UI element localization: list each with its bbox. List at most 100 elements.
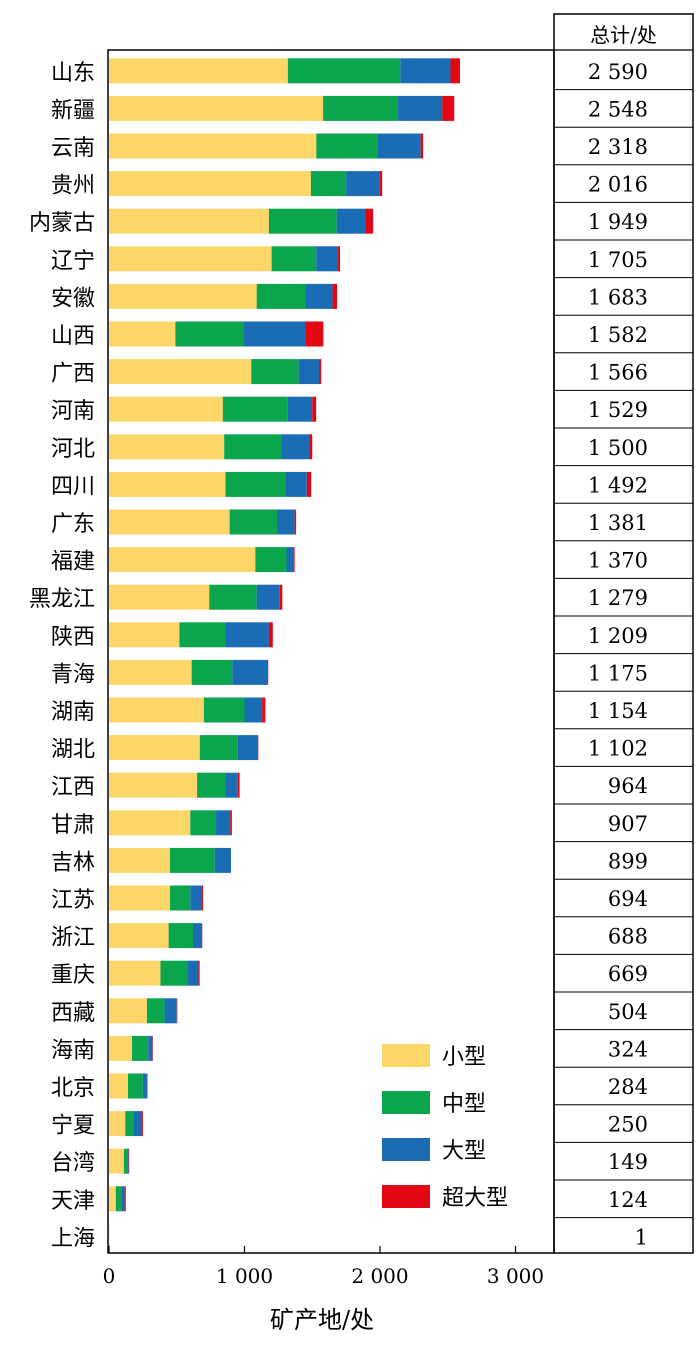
bar-segment-1 [109, 1074, 128, 1099]
bar-segment-3 [226, 773, 238, 798]
category-label: 青海 [51, 662, 95, 687]
bar-segment-1 [109, 434, 224, 459]
x-tick-label: 2 000 [351, 1264, 408, 1288]
bar-segment-2 [226, 472, 286, 497]
bar-segment-3 [188, 961, 199, 986]
bar-segment-4 [307, 472, 311, 497]
x-tick-label: 3 000 [487, 1264, 544, 1288]
bar-segment-4 [262, 698, 265, 723]
category-label: 广东 [51, 512, 95, 537]
category-label: 河南 [51, 399, 95, 424]
category-label: 江苏 [51, 888, 95, 913]
bar-segment-2 [255, 547, 286, 572]
bar-segment-4 [152, 1036, 153, 1061]
bar-segment-4 [177, 998, 178, 1023]
bar-segment-4 [238, 773, 240, 798]
bar-segment-1 [109, 622, 179, 647]
bar-segment-2 [272, 246, 317, 271]
bar-segment-3 [316, 246, 338, 271]
bar-segment-1 [109, 1036, 132, 1061]
bar-segment-4 [421, 134, 423, 159]
bar-segment-1 [109, 585, 209, 610]
totals-value: 2 590 [588, 60, 648, 84]
bar-segment-2 [170, 848, 215, 873]
category-label: 辽宁 [51, 249, 95, 274]
category-label: 上海 [51, 1226, 95, 1251]
category-label: 黑龙江 [29, 587, 95, 612]
category-label: 西藏 [51, 1001, 95, 1026]
bar-segment-4 [450, 58, 459, 83]
bar-segment-2 [125, 1111, 133, 1136]
bar-segment-4 [268, 660, 269, 685]
bar-segment-2 [316, 134, 377, 159]
bar-segment-4 [379, 171, 382, 196]
category-label: 福建 [51, 550, 95, 575]
bar-segment-4 [201, 923, 202, 948]
category-label: 四川 [51, 474, 95, 499]
bar-segment-2 [128, 1074, 143, 1099]
totals-value: 1 683 [588, 285, 648, 309]
bar-segment-1 [109, 810, 190, 835]
bar-segment-3 [193, 923, 201, 948]
totals-value: 2 016 [588, 173, 648, 197]
totals-value: 504 [608, 1000, 648, 1024]
bar-segment-2 [311, 171, 346, 196]
bar-segment-4 [294, 547, 295, 572]
category-label: 台湾 [51, 1151, 95, 1176]
totals-value: 324 [608, 1037, 648, 1061]
totals-value: 284 [608, 1075, 648, 1099]
category-label: 江西 [51, 775, 95, 800]
totals-value: 1 279 [588, 586, 648, 610]
totals-value: 1 102 [588, 737, 648, 761]
category-label: 安徽 [51, 286, 95, 311]
bar-segment-3 [377, 134, 420, 159]
bar-segment-1 [109, 510, 230, 535]
totals-value: 1 582 [588, 323, 648, 347]
bar-segment-1 [109, 1111, 125, 1136]
category-label: 新疆 [51, 98, 95, 123]
category-label: 重庆 [51, 963, 95, 988]
bar-segment-1 [109, 923, 169, 948]
category-label: 山东 [51, 61, 95, 86]
bar-segment-4 [338, 246, 340, 271]
totals-value: 1 492 [588, 473, 648, 497]
bar-segment-4 [442, 96, 454, 121]
bar-segment-3 [226, 622, 269, 647]
totals-value: 124 [608, 1188, 648, 1212]
legend-label: 超大型 [442, 1186, 508, 1211]
bar-segment-3 [190, 886, 201, 911]
bar-segment-3 [232, 660, 267, 685]
bar-segment-2 [160, 961, 187, 986]
legend-label: 大型 [442, 1139, 486, 1164]
bar-segment-4 [365, 209, 373, 234]
bar-segment-2 [147, 998, 165, 1023]
totals-value: 899 [608, 849, 648, 873]
bar-segment-1 [109, 322, 175, 347]
x-tick-label: 0 [103, 1264, 116, 1288]
totals-value: 688 [608, 925, 648, 949]
bar-segment-3 [215, 848, 231, 873]
legend-label: 中型 [442, 1092, 486, 1117]
totals-value: 1 154 [588, 699, 648, 723]
bar-segment-3 [285, 472, 307, 497]
bar-segment-3 [346, 171, 379, 196]
bar-segment-4 [142, 1111, 143, 1136]
bar-segment-1 [109, 698, 204, 723]
totals-value: 694 [608, 887, 648, 911]
totals-value: 1 381 [588, 511, 648, 535]
bar-segment-2 [230, 510, 277, 535]
bar-segment-1 [109, 998, 147, 1023]
bar-segment-2 [132, 1036, 148, 1061]
bar-segment-1 [109, 961, 160, 986]
bar-segment-1 [109, 886, 170, 911]
bar-segment-2 [323, 96, 398, 121]
bar-segment-1 [109, 660, 192, 685]
totals-value: 1 370 [588, 549, 648, 573]
totals-value: 1 705 [588, 248, 648, 272]
category-label: 甘肃 [51, 813, 95, 838]
bar-segment-3 [305, 284, 332, 309]
bar-segment-4 [312, 397, 316, 422]
bar-segment-2 [204, 698, 245, 723]
